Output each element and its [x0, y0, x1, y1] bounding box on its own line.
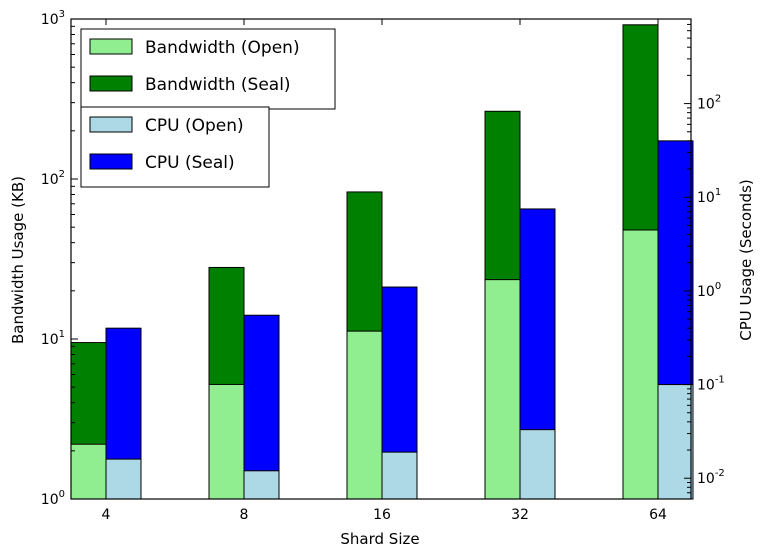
x-axis-title: Shard Size: [340, 530, 419, 548]
bar-bandwidth-open-4: [70, 443, 107, 500]
plot-frame: [70, 18, 692, 500]
right-tick-label: 10-2: [697, 468, 725, 487]
left-axis-title: Bandwidth Usage (KB): [9, 176, 27, 344]
legends-layer: Bandwidth (Open) Bandwidth (Seal) CPU (Ope…: [80, 28, 336, 188]
bar-cpu-open-8: [243, 470, 280, 500]
right-tick-label: 101: [697, 187, 721, 206]
x-tick-label: 16: [373, 507, 391, 523]
bar-bandwidth-open-64: [622, 229, 659, 500]
bar-cpu-open-16: [381, 451, 418, 500]
legend-label: CPU (Open): [145, 116, 244, 136]
left-tick-label: 103: [41, 9, 65, 28]
x-tick-label: 4: [102, 507, 111, 523]
bar-bandwidth-open-32: [484, 279, 521, 500]
legend-label: Bandwidth (Open): [145, 38, 300, 58]
legend-label: Bandwidth (Seal): [145, 75, 291, 95]
x-tick-label: 8: [240, 507, 249, 523]
bar-cpu-open-4: [105, 458, 142, 500]
x-tick-label: 64: [649, 507, 667, 523]
bar-bandwidth-open-8: [208, 383, 245, 500]
right-tick-label: 102: [697, 94, 721, 113]
bar-cpu-open-64: [657, 384, 694, 500]
bar-cpu-open-32: [519, 429, 556, 500]
legend-swatch: [89, 38, 133, 55]
right-tick-label: 100: [697, 281, 721, 300]
right-tick-label: 10-1: [697, 375, 725, 394]
right-axis-title: CPU Usage (Seconds): [737, 179, 755, 341]
left-tick-label: 101: [41, 329, 65, 348]
left-tick-label: 100: [41, 489, 65, 508]
x-tick-label: 32: [511, 507, 529, 523]
legend-swatch: [89, 116, 133, 133]
legend-swatch: [89, 153, 133, 170]
bar-bandwidth-open-16: [346, 330, 383, 500]
legend-label: CPU (Seal): [145, 153, 235, 173]
left-tick-label: 102: [41, 169, 65, 188]
bars-layer: [70, 24, 694, 500]
axes-layer: 4 8 16 32 64 100 101 102 103 10-2 10-1 100 101 102: [41, 9, 725, 523]
legend-swatch: [89, 75, 133, 92]
